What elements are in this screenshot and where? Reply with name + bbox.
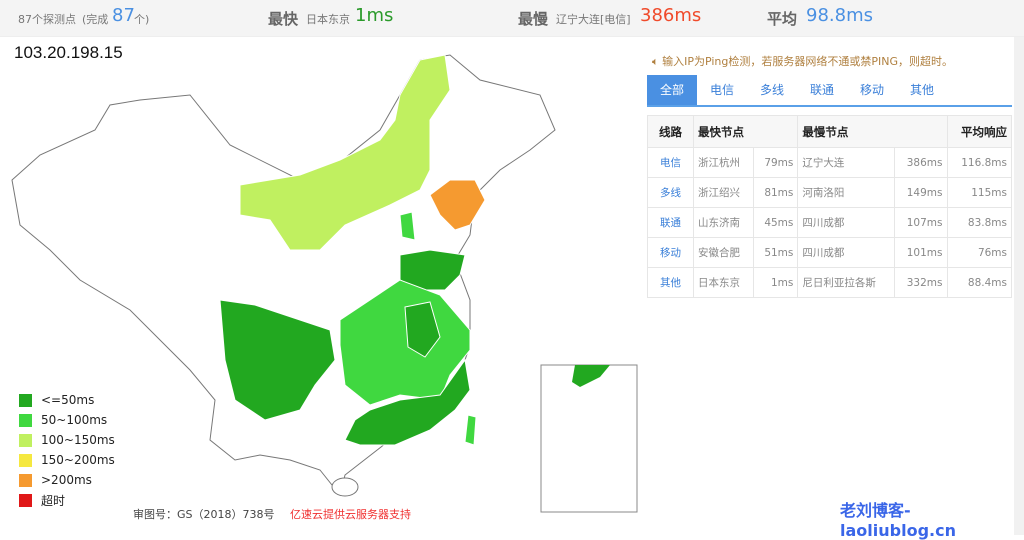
line-cell[interactable]: 其他	[647, 267, 694, 298]
probe-count: 87个探测点	[18, 13, 76, 26]
slowest-ms: 332ms	[894, 267, 948, 298]
region-anhui	[404, 301, 441, 358]
legend-label: 50~100ms	[41, 413, 108, 427]
done-prefix: (完成	[82, 13, 109, 26]
slowest-ms: 149ms	[894, 177, 948, 208]
tab-other[interactable]: 其他	[909, 83, 934, 97]
inset-guangdong	[572, 365, 610, 387]
line-cell[interactable]: 移动	[647, 237, 694, 268]
tab-multiline[interactable]: 多线	[759, 83, 784, 97]
hainan-island	[331, 477, 359, 497]
line-cell[interactable]: 联通	[647, 207, 694, 238]
legend-label: 超时	[41, 493, 66, 508]
slowest-node: 辽宁大连[电信]	[556, 13, 631, 26]
tab-mobile[interactable]: 移动	[859, 83, 884, 97]
slowest-value: 386ms	[640, 5, 702, 26]
legend-item: 超时	[19, 490, 115, 510]
fastest-ms: 51ms	[752, 237, 799, 268]
region-inner-mongolia	[239, 54, 451, 251]
legend: <=50ms 50~100ms 100~150ms 150~200ms >200ms 超时	[19, 390, 115, 510]
region-beijing	[399, 211, 416, 241]
fastest-node: 浙江绍兴	[693, 177, 754, 208]
header-line: 线路	[647, 115, 694, 148]
header-fastest: 最快节点	[692, 115, 799, 148]
watermark: 老刘博客-laoliublog.cn	[840, 501, 956, 540]
done-suffix: 个)	[134, 13, 150, 26]
slowest-ms: 101ms	[894, 237, 948, 268]
speaker-icon: 🔈︎	[652, 55, 663, 68]
tab-telecom[interactable]: 电信	[709, 83, 734, 97]
line-tabs: 全部 电信 多线 联通 移动 其他	[647, 75, 1012, 107]
slowest-node: 辽宁大连	[797, 147, 896, 178]
tab-all[interactable]: 全部	[647, 75, 697, 105]
legend-item: 100~150ms	[19, 430, 115, 450]
slowest-node: 四川成都	[797, 207, 896, 238]
tab-unicom[interactable]: 联通	[809, 83, 834, 97]
region-liaoning	[429, 179, 486, 231]
legend-item: <=50ms	[19, 390, 115, 410]
header-slowest: 最慢节点	[797, 115, 948, 148]
sponsor-link[interactable]: 亿速云提供云服务器支持	[290, 508, 411, 521]
fastest-ms: 79ms	[752, 147, 799, 178]
legend-label: <=50ms	[41, 393, 95, 407]
fastest-node: 浙江杭州	[693, 147, 754, 178]
slowest-node: 尼日利亚拉各斯	[797, 267, 896, 298]
fastest-node: 安徽合肥	[693, 237, 754, 268]
legend-label: 150~200ms	[41, 453, 115, 467]
region-taiwan	[464, 414, 477, 446]
target-ip: 103.20.198.15	[14, 43, 123, 62]
line-cell[interactable]: 电信	[647, 147, 694, 178]
done-count: 87	[112, 5, 135, 26]
avg-value: 98.8ms	[806, 5, 873, 26]
region-sichuan	[219, 299, 336, 421]
legend-swatch	[19, 393, 32, 407]
notice: 🔈︎ 输入IP为Ping检测，若服务器网络不通或禁PING，则超时。	[652, 53, 953, 69]
fastest-node: 山东济南	[693, 207, 754, 238]
legend-swatch	[19, 453, 32, 467]
china-latency-map	[11, 54, 638, 513]
legend-swatch	[19, 413, 32, 427]
legend-item: >200ms	[19, 470, 115, 490]
table-row: 移动 安徽合肥 51ms 四川成都 101ms 76ms	[647, 237, 1012, 268]
legend-label: 100~150ms	[41, 433, 115, 447]
table-row: 多线 浙江绍兴 81ms 河南洛阳 149ms 115ms	[647, 177, 1012, 208]
avg-response: 83.8ms	[946, 207, 1012, 238]
fastest-ms: 81ms	[752, 177, 799, 208]
slowest-node: 四川成都	[797, 237, 896, 268]
avg-response: 115ms	[946, 177, 1012, 208]
avg-label: 平均	[767, 10, 798, 28]
fastest-node: 日本东京	[306, 13, 350, 26]
south-sea-inset	[540, 364, 638, 513]
legend-swatch	[19, 433, 32, 447]
legend-swatch	[19, 473, 32, 487]
avg-response: 116.8ms	[946, 147, 1012, 178]
fastest-value: 1ms	[355, 5, 394, 26]
line-cell[interactable]: 多线	[647, 177, 694, 208]
legend-item: 150~200ms	[19, 450, 115, 470]
slowest-label: 最慢	[518, 10, 549, 28]
fastest-label: 最快	[268, 10, 299, 28]
slowest-ms: 107ms	[894, 207, 948, 238]
summary-bar: 87个探测点 (完成 87 个) 最快 日本东京 1ms 最慢 辽宁大连[电信]…	[0, 0, 1024, 37]
table-row: 联通 山东济南 45ms 四川成都 107ms 83.8ms	[647, 207, 1012, 238]
slowest-ms: 386ms	[894, 147, 948, 178]
notice-text: 输入IP为Ping检测，若服务器网络不通或禁PING，则超时。	[662, 55, 954, 68]
scrollbar-track[interactable]	[1014, 37, 1024, 535]
slowest-node: 河南洛阳	[797, 177, 896, 208]
avg-response: 76ms	[946, 237, 1012, 268]
table-row: 其他 日本东京 1ms 尼日利亚拉各斯 332ms 88.4ms	[647, 267, 1012, 298]
fastest-node: 日本东京	[693, 267, 754, 298]
fastest-ms: 1ms	[752, 267, 799, 298]
results-table: 线路 最快节点 最慢节点 平均响应 电信 浙江杭州 79ms 辽宁大连 386ms 116…	[647, 115, 1012, 298]
avg-response: 88.4ms	[946, 267, 1012, 298]
fastest-ms: 45ms	[752, 207, 799, 238]
table-row: 电信 浙江杭州 79ms 辽宁大连 386ms 116.8ms	[647, 147, 1012, 178]
legend-swatch	[19, 493, 32, 507]
region-south	[344, 358, 471, 446]
header-avg: 平均响应	[946, 115, 1012, 148]
legend-item: 50~100ms	[19, 410, 115, 430]
map-approval: 审图号：GS（2018）738号	[133, 508, 275, 521]
legend-label: >200ms	[41, 473, 92, 487]
